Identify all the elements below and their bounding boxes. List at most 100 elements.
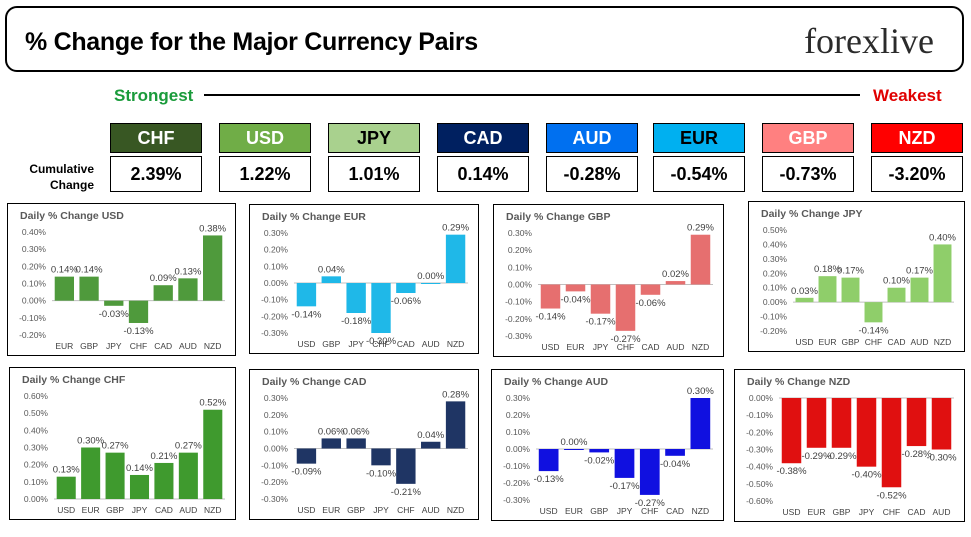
y-tick-label: -0.40% — [746, 462, 773, 472]
x-tick-label: AUD — [667, 342, 685, 352]
x-tick-label: JPY — [617, 506, 633, 516]
cumulative-change-value: -0.54% — [653, 156, 745, 192]
bar-jpy — [371, 448, 391, 466]
bar-aud — [665, 281, 686, 285]
data-label: 0.38% — [199, 223, 226, 234]
y-tick-label: -0.50% — [746, 479, 773, 489]
currency-code: NZD — [871, 123, 963, 153]
x-tick-label: CHF — [130, 341, 147, 351]
data-label: 0.14% — [76, 265, 103, 276]
currency-code: AUD — [546, 123, 638, 153]
bar-usd — [538, 449, 559, 472]
bar-jpy — [104, 300, 124, 306]
weakest-label: Weakest — [873, 86, 942, 105]
chart-title: Daily % Change EUR — [262, 211, 366, 223]
cumulative-change-value: -3.20% — [871, 156, 963, 192]
data-label: 0.29% — [687, 223, 714, 234]
bar-jpy — [346, 283, 366, 313]
x-tick-label: NZD — [934, 337, 951, 347]
x-tick-label: CHF — [617, 342, 634, 352]
chart-title: Daily % Change CAD — [262, 376, 367, 388]
page-title: % Change for the Major Currency Pairs — [25, 28, 478, 56]
bar-cad — [396, 283, 416, 293]
cumulative-change-value: -0.28% — [546, 156, 638, 192]
y-tick-label: 0.10% — [763, 283, 788, 293]
bar-gbp — [105, 452, 125, 499]
y-tick-label: 0.20% — [508, 245, 533, 255]
data-label: -0.06% — [635, 298, 666, 309]
data-label: 0.27% — [175, 441, 202, 452]
currency-code: CAD — [437, 123, 529, 153]
x-tick-label: EUR — [567, 342, 585, 352]
y-tick-label: 0.10% — [264, 427, 289, 437]
y-tick-label: 0.30% — [506, 393, 531, 403]
bar-aud — [421, 441, 441, 449]
bar-eur — [321, 438, 341, 449]
chart-title: Daily % Change JPY — [761, 208, 863, 220]
x-tick-label: EUR — [55, 341, 73, 351]
y-tick-label: 0.10% — [264, 261, 289, 271]
x-tick-label: GBP — [590, 506, 608, 516]
bar-gbp — [841, 277, 860, 303]
x-tick-label: NZD — [447, 505, 464, 515]
data-label: -0.21% — [391, 487, 422, 498]
chart-title: Daily % Change NZD — [747, 376, 851, 388]
x-tick-label: AUD — [933, 507, 951, 517]
y-tick-label: 0.20% — [506, 410, 531, 420]
x-tick-label: CAD — [642, 342, 660, 352]
y-tick-label: 0.00% — [264, 278, 289, 288]
y-tick-label: 0.40% — [763, 239, 788, 249]
chart-svg: Daily % Change AUD 0.30% 0.20% 0.10% 0.00% -0… — [503, 376, 714, 516]
data-label: -0.29% — [801, 451, 832, 462]
bar-nzd — [445, 401, 466, 449]
chart-panel-eur: Daily % Change EUR 0.30% 0.20% 0.10% 0.00% -0… — [249, 204, 479, 354]
cumulative-change-value: 0.14% — [437, 156, 529, 192]
strength-tile-jpy: JPY 1.01% — [328, 123, 420, 193]
cumulative-change-value: 1.01% — [328, 156, 420, 192]
bar-aud — [178, 278, 198, 301]
x-tick-label: NZD — [692, 342, 709, 352]
x-tick-label: CAD — [154, 341, 172, 351]
y-tick-label: 0.00% — [749, 393, 774, 403]
bar-chf — [128, 300, 149, 323]
y-tick-label: 0.40% — [24, 425, 49, 435]
data-label: -0.18% — [341, 316, 372, 327]
currency-code: CHF — [110, 123, 202, 153]
y-tick-label: 0.50% — [24, 408, 49, 418]
data-label: 0.40% — [929, 232, 956, 243]
bar-nzd — [690, 234, 711, 285]
y-tick-label: -0.30% — [261, 328, 288, 338]
data-label: 0.30% — [77, 436, 104, 447]
cumulative-change-value: 2.39% — [110, 156, 202, 192]
chart-panel-gbp: Daily % Change GBP 0.30% 0.20% 0.10% 0.00% -0… — [493, 204, 724, 357]
data-label: -0.03% — [99, 309, 130, 320]
cumulative-change-label: Cumulative Change — [29, 162, 94, 192]
x-tick-label: USD — [297, 339, 315, 349]
x-tick-label: USD — [796, 337, 814, 347]
currency-code: USD — [219, 123, 311, 153]
data-label: 0.10% — [883, 276, 910, 287]
data-label: 0.17% — [906, 266, 933, 277]
y-tick-label: -0.10% — [505, 297, 532, 307]
bar-nzd — [933, 244, 952, 303]
bar-aud — [421, 283, 441, 284]
data-label: -0.02% — [584, 455, 615, 466]
strength-tile-nzd: NZD -3.20% — [871, 123, 963, 193]
strength-tile-chf: CHF 2.39% — [110, 123, 202, 193]
y-tick-label: -0.20% — [505, 314, 532, 324]
data-label: -0.27% — [635, 498, 666, 509]
strength-tile-usd: USD 1.22% — [219, 123, 311, 193]
data-label: -0.17% — [585, 317, 616, 328]
chart-panel-cad: Daily % Change CAD 0.30% 0.20% 0.10% 0.00% -0… — [249, 369, 479, 520]
x-tick-label: AUD — [179, 505, 197, 515]
y-tick-label: 0.00% — [24, 494, 49, 504]
bar-gbp — [831, 398, 852, 448]
strength-arrow-line — [204, 94, 860, 96]
header-banner: % Change for the Major Currency Pairs fo… — [5, 6, 964, 72]
x-tick-label: EUR — [565, 506, 583, 516]
y-tick-label: 0.30% — [24, 443, 49, 453]
bar-eur — [81, 447, 101, 499]
data-label: 0.52% — [199, 398, 226, 409]
data-label: 0.18% — [814, 264, 841, 275]
data-label: -0.30% — [926, 453, 957, 464]
